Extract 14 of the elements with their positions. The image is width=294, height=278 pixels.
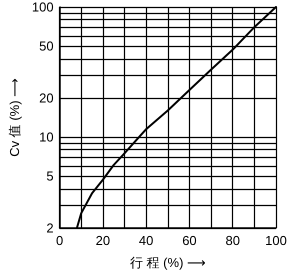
y-tick-label: 100 xyxy=(32,0,54,14)
y-tick-label: 10 xyxy=(39,130,54,145)
y-tick-label: 5 xyxy=(46,168,54,184)
x-axis-title: 行 程 (%) ⟶ xyxy=(130,255,206,270)
x-tick-label: 60 xyxy=(182,233,197,248)
x-tick-label: 40 xyxy=(138,233,154,248)
y-tick-label: 2 xyxy=(46,220,54,236)
x-tick-label: 80 xyxy=(225,233,240,248)
y-tick-label: 50 xyxy=(39,38,54,54)
y-axis-title: Cv 值 (%) ⟶ xyxy=(7,78,22,157)
x-tick-label: 100 xyxy=(265,233,287,248)
y-tick-label: 20 xyxy=(39,90,54,106)
x-tick-label: 0 xyxy=(56,233,64,248)
x-tick-label: 20 xyxy=(96,233,110,248)
